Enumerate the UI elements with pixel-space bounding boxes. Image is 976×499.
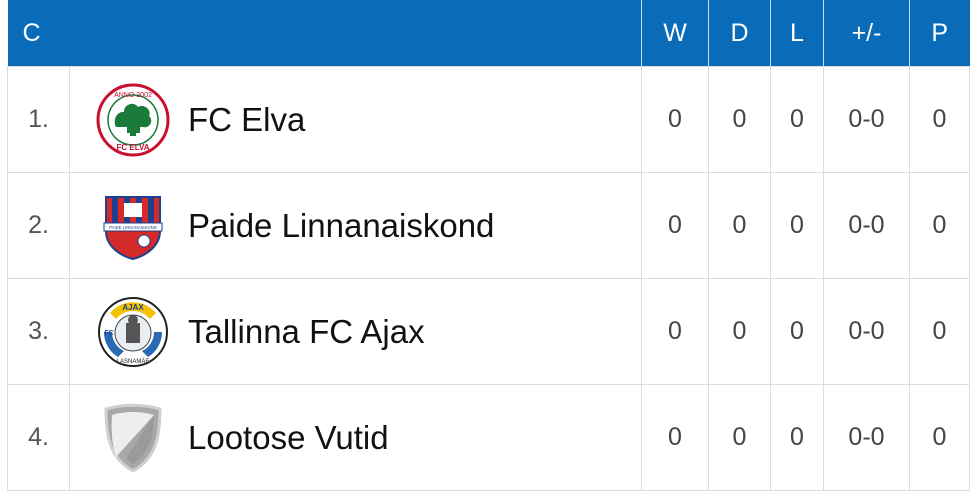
team-name[interactable]: Tallinna FC Ajax <box>188 312 425 350</box>
table-row: 3. AJAX FC LA <box>7 278 970 385</box>
table-header-row: C W D L +/- P <box>7 0 970 67</box>
column-header-w: W <box>641 0 709 67</box>
team-name[interactable]: Paide Linnanaiskond <box>188 206 495 244</box>
team-name[interactable]: FC Elva <box>188 100 306 138</box>
column-header-goal-diff: +/- <box>823 0 910 67</box>
standings-table-container: C W D L +/- P 1. ANNO 2002 <box>7 0 970 491</box>
draws-cell: 0 <box>708 66 771 173</box>
column-header-l: L <box>770 0 824 67</box>
goal-diff-cell: 0-0 <box>823 66 910 173</box>
draws-cell: 0 <box>708 172 771 279</box>
fc-elva-crest-icon: ANNO 2002 FC ELVA <box>96 83 170 157</box>
losses-cell: 0 <box>770 278 824 385</box>
table-row: 4. Lootose Vutid 0 0 0 0-0 0 <box>7 384 970 491</box>
table-row: 2. PAIDE LINNANAISKOND <box>7 172 970 279</box>
goal-diff-cell: 0-0 <box>823 172 910 279</box>
svg-text:FC ELVA: FC ELVA <box>116 143 149 152</box>
team-cell[interactable]: PAIDE LINNANAISKOND Paide Linnanaiskond <box>69 172 642 279</box>
draws-cell: 0 <box>708 384 771 491</box>
position-cell: 3. <box>7 278 70 385</box>
team-cell[interactable]: Lootose Vutid <box>69 384 642 491</box>
wins-cell: 0 <box>641 384 709 491</box>
team-name[interactable]: Lootose Vutid <box>188 418 389 456</box>
wins-cell: 0 <box>641 172 709 279</box>
draws-cell: 0 <box>708 278 771 385</box>
standings-table: C W D L +/- P 1. ANNO 2002 <box>7 0 970 491</box>
points-cell: 0 <box>909 66 970 173</box>
losses-cell: 0 <box>770 172 824 279</box>
paide-crest-icon: PAIDE LINNANAISKOND <box>96 189 170 263</box>
table-row: 1. ANNO 2002 FC ELVA FC Elva <box>7 66 970 173</box>
column-header-points: P <box>909 0 970 67</box>
losses-cell: 0 <box>770 66 824 173</box>
points-cell: 0 <box>909 172 970 279</box>
points-cell: 0 <box>909 278 970 385</box>
group-label: C <box>7 0 642 67</box>
wins-cell: 0 <box>641 66 709 173</box>
svg-text:FC: FC <box>104 330 113 337</box>
position-cell: 2. <box>7 172 70 279</box>
team-cell[interactable]: ANNO 2002 FC ELVA FC Elva <box>69 66 642 173</box>
svg-text:ANNO 2002: ANNO 2002 <box>114 92 152 99</box>
column-header-d: D <box>708 0 771 67</box>
goal-diff-cell: 0-0 <box>823 278 910 385</box>
goal-diff-cell: 0-0 <box>823 384 910 491</box>
losses-cell: 0 <box>770 384 824 491</box>
svg-text:PAIDE LINNANAISKOND: PAIDE LINNANAISKOND <box>109 225 157 230</box>
wins-cell: 0 <box>641 278 709 385</box>
team-cell[interactable]: AJAX FC LASNAMÄE Tallinna FC Ajax <box>69 278 642 385</box>
position-cell: 1. <box>7 66 70 173</box>
svg-text:LASNAMÄE: LASNAMÄE <box>117 358 150 365</box>
generic-shield-icon <box>96 401 170 475</box>
points-cell: 0 <box>909 384 970 491</box>
svg-text:AJAX: AJAX <box>122 303 144 312</box>
position-cell: 4. <box>7 384 70 491</box>
ajax-crest-icon: AJAX FC LASNAMÄE <box>96 295 170 369</box>
